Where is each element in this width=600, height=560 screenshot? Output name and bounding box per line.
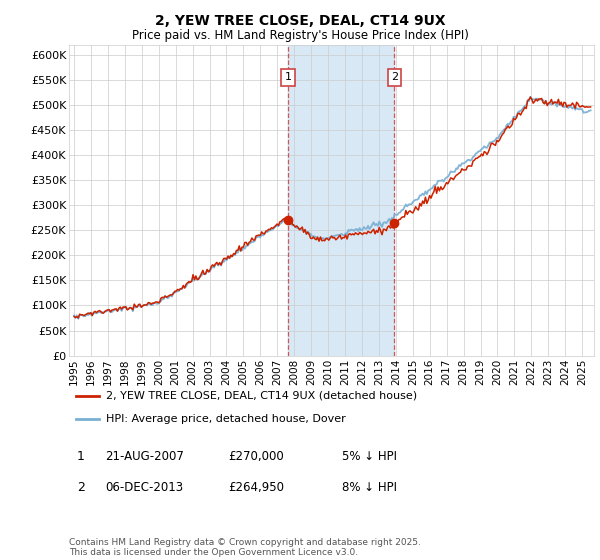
Text: 2, YEW TREE CLOSE, DEAL, CT14 9UX: 2, YEW TREE CLOSE, DEAL, CT14 9UX <box>155 14 445 28</box>
Text: 21-AUG-2007: 21-AUG-2007 <box>105 450 184 463</box>
Text: HPI: Average price, detached house, Dover: HPI: Average price, detached house, Dove… <box>106 414 346 424</box>
Text: 5% ↓ HPI: 5% ↓ HPI <box>342 450 397 463</box>
Text: Contains HM Land Registry data © Crown copyright and database right 2025.
This d: Contains HM Land Registry data © Crown c… <box>69 538 421 557</box>
Text: 2, YEW TREE CLOSE, DEAL, CT14 9UX (detached house): 2, YEW TREE CLOSE, DEAL, CT14 9UX (detac… <box>106 391 418 401</box>
Text: £270,000: £270,000 <box>228 450 284 463</box>
Text: Price paid vs. HM Land Registry's House Price Index (HPI): Price paid vs. HM Land Registry's House … <box>131 29 469 42</box>
Text: 2: 2 <box>391 72 398 82</box>
Text: 06-DEC-2013: 06-DEC-2013 <box>105 480 183 494</box>
Text: 1: 1 <box>77 450 85 463</box>
Text: 1: 1 <box>284 72 292 82</box>
Bar <box>288 45 394 356</box>
Text: £264,950: £264,950 <box>228 480 284 494</box>
Text: 2: 2 <box>77 480 85 494</box>
Text: 8% ↓ HPI: 8% ↓ HPI <box>342 480 397 494</box>
